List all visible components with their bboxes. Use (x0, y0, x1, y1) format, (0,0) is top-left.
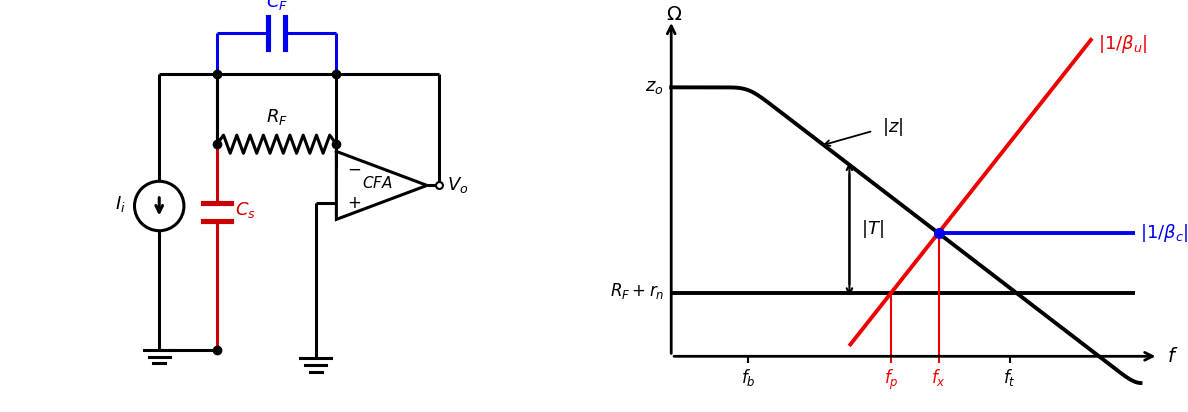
Text: $|1/\beta_c|$: $|1/\beta_c|$ (1140, 222, 1188, 244)
Text: $f_p$: $f_p$ (884, 368, 898, 391)
Text: $z_o$: $z_o$ (645, 78, 664, 96)
Text: $f$: $f$ (1167, 347, 1178, 366)
Text: $f_b$: $f_b$ (741, 368, 756, 389)
Text: $|T|$: $|T|$ (861, 218, 884, 240)
Text: $I_i$: $I_i$ (115, 194, 126, 214)
Text: $-$: $-$ (347, 159, 361, 177)
Text: $C_F$: $C_F$ (266, 0, 287, 12)
Text: $R_F$: $R_F$ (266, 107, 287, 127)
Text: $|z|$: $|z|$ (881, 116, 903, 138)
Text: $+$: $+$ (347, 194, 361, 212)
Text: $R_F+r_n$: $R_F+r_n$ (609, 281, 664, 301)
Text: $f_x$: $f_x$ (931, 368, 946, 389)
Text: $C_s$: $C_s$ (235, 200, 257, 220)
Text: $\Omega$: $\Omega$ (666, 5, 682, 23)
Text: $V_o$: $V_o$ (447, 176, 468, 195)
Text: $CFA$: $CFA$ (362, 176, 393, 191)
Text: $f_t$: $f_t$ (1004, 368, 1016, 389)
Text: $|1/\beta_u|$: $|1/\beta_u|$ (1098, 33, 1148, 55)
